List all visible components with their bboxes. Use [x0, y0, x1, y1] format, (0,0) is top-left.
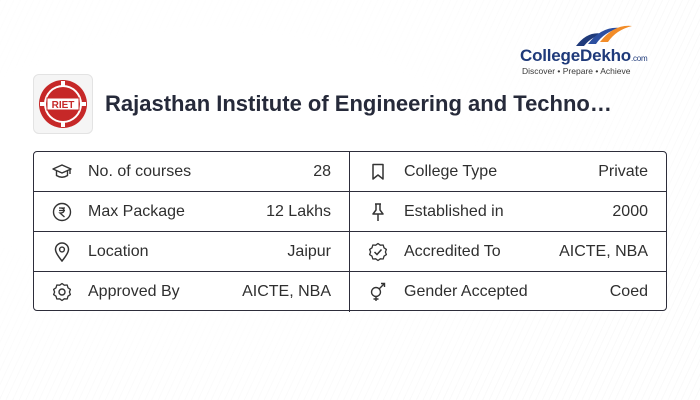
pin-icon: [368, 202, 388, 222]
brand-name: CollegeDekho.com: [520, 46, 648, 65]
info-row-accredited: Accredited To AICTE, NBA: [350, 232, 666, 272]
info-row-max-package: Max Package 12 Lakhs: [34, 192, 350, 232]
location-label: Location: [88, 243, 149, 260]
college-info-table: No. of courses 28 College Type Private M…: [33, 151, 667, 312]
info-row-approved: Approved By AICTE, NBA: [34, 272, 350, 312]
courses-value: 28: [313, 163, 331, 180]
rupee-icon: [52, 202, 72, 222]
info-row-gender: Gender Accepted Coed: [350, 272, 666, 312]
riet-emblem-icon: RIET: [39, 80, 87, 128]
approved-seal-icon: [52, 282, 72, 302]
location-value: Jaipur: [287, 243, 331, 260]
college-name: Rajasthan Institute of Engineering and T…: [105, 91, 612, 116]
gender-label: Gender Accepted: [404, 283, 528, 300]
graduation-cap-icon: [52, 162, 72, 182]
verified-badge-icon: [368, 242, 388, 262]
location-icon: [52, 242, 72, 262]
bookmark-icon: [368, 162, 388, 182]
established-label: Established in: [404, 203, 504, 220]
brand-tagline: Discover • Prepare • Achieve: [522, 66, 631, 76]
collegedekho-logo[interactable]: CollegeDekho.com Discover • Prepare • Ac…: [520, 24, 670, 80]
brand-domain-suffix: .com: [630, 54, 648, 63]
gender-value: Coed: [609, 283, 648, 300]
info-row-location: Location Jaipur: [34, 232, 350, 272]
max-package-label: Max Package: [88, 203, 185, 220]
college-logo: RIET: [33, 74, 93, 134]
college-type-label: College Type: [404, 163, 498, 180]
approved-label: Approved By: [88, 283, 180, 300]
info-row-college-type: College Type Private: [350, 152, 666, 192]
established-value: 2000: [612, 203, 648, 220]
college-logo-text: RIET: [52, 100, 75, 111]
courses-label: No. of courses: [88, 163, 192, 180]
info-row-courses: No. of courses 28: [34, 152, 350, 192]
college-type-value: Private: [598, 163, 648, 180]
info-row-established: Established in 2000: [350, 192, 666, 232]
accredited-label: Accredited To: [404, 243, 501, 260]
college-header: RIET Rajasthan Institute of Engineering …: [33, 74, 667, 134]
max-package-value: 12 Lakhs: [266, 203, 331, 220]
accredited-value: AICTE, NBA: [559, 243, 648, 260]
gender-icon: [368, 282, 388, 302]
brand-wing-icon: [576, 25, 632, 46]
approved-value: AICTE, NBA: [242, 283, 331, 300]
